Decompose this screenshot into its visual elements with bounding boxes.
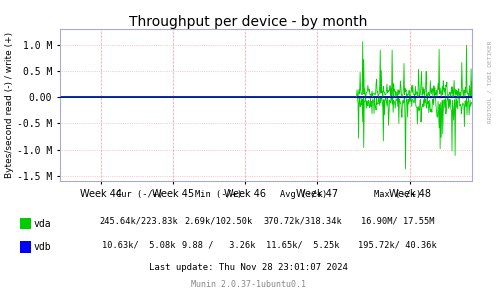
- Text: Cur (-/+): Cur (-/+): [115, 190, 163, 199]
- Text: 10.63k/  5.08k: 10.63k/ 5.08k: [102, 240, 176, 249]
- Text: 11.65k/  5.25k: 11.65k/ 5.25k: [266, 240, 340, 249]
- Text: 195.72k/ 40.36k: 195.72k/ 40.36k: [358, 240, 437, 249]
- Text: Min (-/+): Min (-/+): [195, 190, 243, 199]
- Text: Max (-/+): Max (-/+): [374, 190, 421, 199]
- Text: vdb: vdb: [34, 242, 51, 252]
- Text: vda: vda: [34, 219, 51, 229]
- Bar: [20, 241, 31, 253]
- Text: 245.64k/223.83k: 245.64k/223.83k: [100, 217, 178, 226]
- Y-axis label: Bytes/second read (-) / write (+): Bytes/second read (-) / write (+): [5, 32, 14, 178]
- Text: RRDTOOL / TOBI OETIKER: RRDTOOL / TOBI OETIKER: [487, 41, 492, 123]
- Text: Avg (-/+): Avg (-/+): [279, 190, 327, 199]
- Text: Throughput per device - by month: Throughput per device - by month: [129, 15, 368, 29]
- Text: 2.69k/102.50k: 2.69k/102.50k: [184, 217, 253, 226]
- Text: Munin 2.0.37-1ubuntu0.1: Munin 2.0.37-1ubuntu0.1: [191, 280, 306, 289]
- Text: Last update: Thu Nov 28 23:01:07 2024: Last update: Thu Nov 28 23:01:07 2024: [149, 263, 348, 272]
- Bar: [20, 218, 31, 229]
- Text: 16.90M/ 17.55M: 16.90M/ 17.55M: [361, 217, 434, 226]
- Text: 9.88 /   3.26k: 9.88 / 3.26k: [182, 240, 255, 249]
- Text: 370.72k/318.34k: 370.72k/318.34k: [264, 217, 342, 226]
